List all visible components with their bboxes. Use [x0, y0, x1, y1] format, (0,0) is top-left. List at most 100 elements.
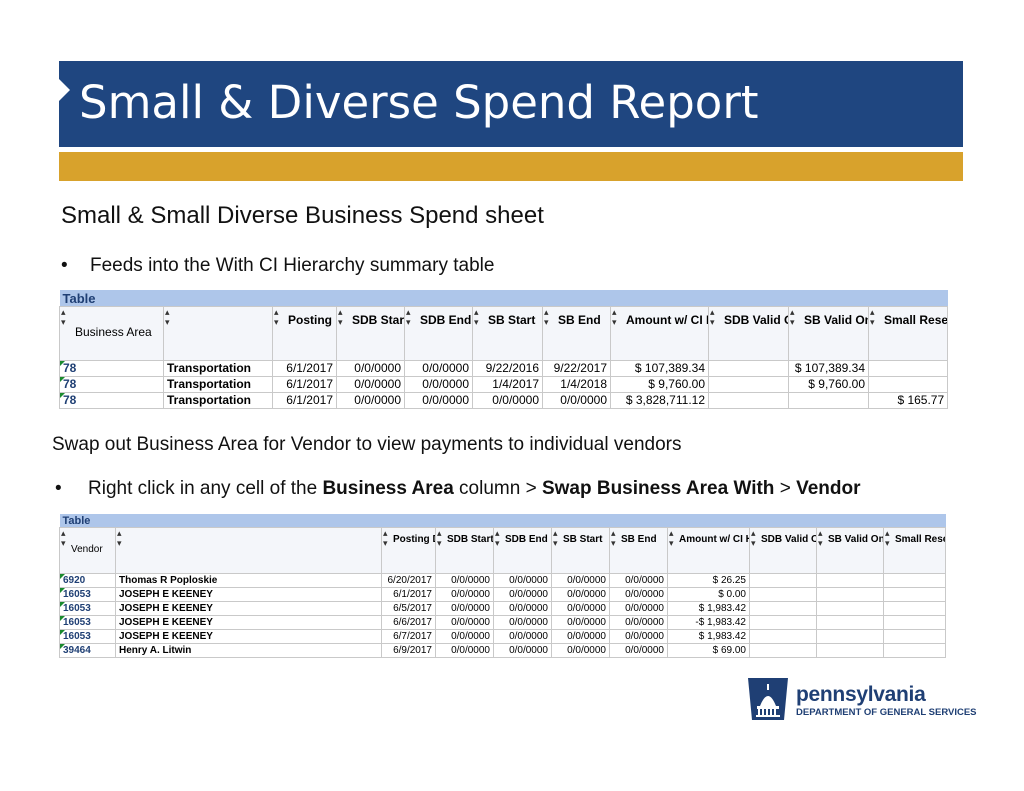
- table-cell[interactable]: [749, 601, 817, 616]
- sort-arrow-icon[interactable]: ▴ ▾: [495, 528, 500, 549]
- column-header[interactable]: ▴ ▾ SDB End: [404, 306, 473, 361]
- table-cell[interactable]: $ 3,828,711.12: [610, 392, 709, 409]
- table-cell[interactable]: 0/0/0000: [435, 629, 494, 644]
- table-cell[interactable]: 16053: [59, 587, 116, 602]
- table-cell[interactable]: 0/0/0000: [551, 601, 610, 616]
- table-cell[interactable]: 0/0/0000: [435, 587, 494, 602]
- table-cell[interactable]: -$ 1,983.42: [667, 615, 750, 630]
- table-cell[interactable]: [816, 629, 884, 644]
- sort-arrow-icon[interactable]: ▴ ▾: [870, 307, 875, 328]
- column-header[interactable]: ▴ ▾ SB End: [542, 306, 611, 361]
- table-cell[interactable]: Transportation: [163, 376, 273, 393]
- table-cell[interactable]: [882, 615, 947, 630]
- table-cell[interactable]: 0/0/0000: [493, 587, 552, 602]
- table-cell[interactable]: [882, 587, 947, 602]
- table-cell[interactable]: 39464: [59, 643, 116, 658]
- table-cell[interactable]: 6/7/2017: [381, 629, 436, 644]
- table-cell[interactable]: 9/22/2016: [472, 360, 543, 377]
- table-cell[interactable]: 16053: [59, 601, 116, 616]
- table-cell[interactable]: $ 107,389.34: [788, 360, 869, 377]
- table-cell[interactable]: 0/0/0000: [336, 376, 405, 393]
- sort-arrow-icon[interactable]: ▴ ▾: [61, 307, 66, 328]
- table-cell[interactable]: 9/22/2017: [542, 360, 611, 377]
- sort-arrow-icon[interactable]: ▴ ▾: [437, 528, 442, 549]
- table-cell[interactable]: Henry A. Litwin: [115, 643, 382, 658]
- table-cell[interactable]: [867, 360, 949, 377]
- table-cell[interactable]: JOSEPH E KEENEY: [115, 615, 382, 630]
- table-cell[interactable]: 78: [59, 392, 164, 409]
- table-cell[interactable]: [708, 360, 789, 377]
- table-cell[interactable]: [749, 643, 817, 658]
- sort-arrow-icon[interactable]: ▴ ▾: [383, 528, 388, 549]
- table-cell[interactable]: 0/0/0000: [551, 573, 610, 588]
- column-header[interactable]: ▴▾ Small Reserved w/ CI Hier: [882, 527, 947, 574]
- column-header[interactable]: ▴ ▾ Business Area: [59, 306, 164, 361]
- table-cell[interactable]: [882, 573, 947, 588]
- column-header[interactable]: ▴▾ SB Valid On w/ CI Hier: [788, 306, 869, 361]
- table-cell[interactable]: [882, 629, 947, 644]
- table-row[interactable]: 16053 JOSEPH E KEENEY 6/1/2017 0/0/0000 0/0/…: [59, 587, 947, 602]
- column-header[interactable]: ▴ ▾ SDB End: [493, 527, 552, 574]
- table-cell[interactable]: 6920: [59, 573, 116, 588]
- table-cell[interactable]: 0/0/0000: [609, 573, 668, 588]
- table-cell[interactable]: $ 9,760.00: [610, 376, 709, 393]
- table-cell[interactable]: JOSEPH E KEENEY: [115, 587, 382, 602]
- table-cell[interactable]: [788, 392, 869, 409]
- sort-arrow-icon[interactable]: ▴ ▾: [885, 528, 890, 549]
- column-header[interactable]: ▴▾ SB Valid On w/ CI Hier: [816, 527, 884, 574]
- table-cell[interactable]: 78: [59, 360, 164, 377]
- table-cell[interactable]: [749, 573, 817, 588]
- table-cell[interactable]: $ 1,983.42: [667, 601, 750, 616]
- sort-arrow-icon[interactable]: ▴ ▾: [790, 307, 795, 328]
- table-cell[interactable]: 78: [59, 376, 164, 393]
- table-cell[interactable]: 0/0/0000: [493, 573, 552, 588]
- column-header[interactable]: ▴▾ Amount w/ CI Hier: [667, 527, 750, 574]
- sort-arrow-icon[interactable]: ▴ ▾: [61, 528, 66, 549]
- table-cell[interactable]: 1/4/2017: [472, 376, 543, 393]
- table-cell[interactable]: 1/4/2018: [542, 376, 611, 393]
- table-cell[interactable]: Thomas R Poploskie: [115, 573, 382, 588]
- table-cell[interactable]: $ 9,760.00: [788, 376, 869, 393]
- sort-arrow-icon[interactable]: ▴ ▾: [274, 307, 279, 328]
- table-cell[interactable]: [816, 615, 884, 630]
- column-header[interactable]: ▴ ▾: [163, 306, 273, 361]
- table-cell[interactable]: [749, 587, 817, 602]
- table-cell[interactable]: Transportation: [163, 392, 273, 409]
- table-cell[interactable]: 0/0/0000: [609, 615, 668, 630]
- table-cell[interactable]: 16053: [59, 615, 116, 630]
- table-cell[interactable]: JOSEPH E KEENEY: [115, 601, 382, 616]
- sort-arrow-icon[interactable]: ▴ ▾: [710, 307, 715, 328]
- table-cell[interactable]: 0/0/0000: [609, 601, 668, 616]
- table-cell[interactable]: 6/5/2017: [381, 601, 436, 616]
- table-cell[interactable]: 0/0/0000: [542, 392, 611, 409]
- table-cell[interactable]: $ 0.00: [667, 587, 750, 602]
- table-cell[interactable]: 6/1/2017: [272, 392, 337, 409]
- table-row[interactable]: 6920 Thomas R Poploskie 6/20/2017 0/0/0000 0…: [59, 573, 947, 588]
- column-header[interactable]: ▴ ▾: [115, 527, 382, 574]
- column-header[interactable]: ▴▾ SDB Valid On w/ CI Hier: [749, 527, 817, 574]
- column-header[interactable]: ▴ ▾ SDB Start: [336, 306, 405, 361]
- table-cell[interactable]: 6/9/2017: [381, 643, 436, 658]
- table-cell[interactable]: $ 69.00: [667, 643, 750, 658]
- table-cell[interactable]: 6/1/2017: [272, 360, 337, 377]
- table-cell[interactable]: 0/0/0000: [551, 643, 610, 658]
- table-cell[interactable]: 6/6/2017: [381, 615, 436, 630]
- table-cell[interactable]: [816, 573, 884, 588]
- sort-arrow-icon[interactable]: ▴ ▾: [406, 307, 411, 328]
- table-cell[interactable]: $ 26.25: [667, 573, 750, 588]
- table-cell[interactable]: 0/0/0000: [435, 601, 494, 616]
- table-cell[interactable]: 0/0/0000: [493, 601, 552, 616]
- table-cell[interactable]: 0/0/0000: [435, 615, 494, 630]
- table-cell[interactable]: 0/0/0000: [551, 587, 610, 602]
- table-cell[interactable]: [882, 601, 947, 616]
- table-row[interactable]: 78 Transportation 6/1/2017 0/0/0000 0/0/0000…: [59, 360, 949, 377]
- table-cell[interactable]: [708, 392, 789, 409]
- sort-arrow-icon[interactable]: ▴ ▾: [751, 528, 756, 549]
- column-header[interactable]: ▴ ▾ SB Start: [472, 306, 543, 361]
- table-cell[interactable]: JOSEPH E KEENEY: [115, 629, 382, 644]
- column-header[interactable]: ▴▾ SDB Valid On w/ CI Hier: [708, 306, 789, 361]
- table-row[interactable]: 39464 Henry A. Litwin 6/9/2017 0/0/0000 0/0/…: [59, 643, 947, 658]
- sort-arrow-icon[interactable]: ▴ ▾: [338, 307, 343, 328]
- table-cell[interactable]: 0/0/0000: [609, 629, 668, 644]
- table-cell[interactable]: Transportation: [163, 360, 273, 377]
